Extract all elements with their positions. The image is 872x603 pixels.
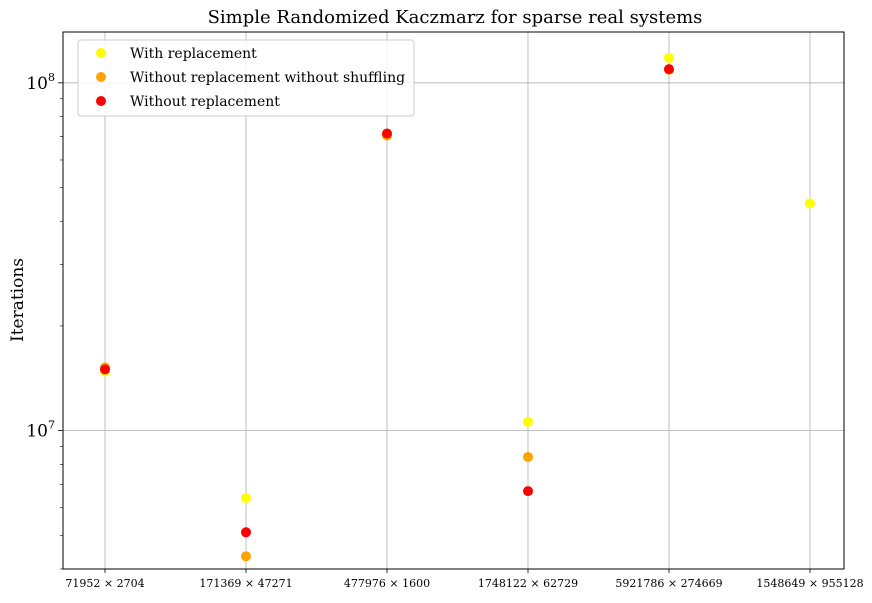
data-point-series-2 <box>523 486 533 497</box>
legend-box <box>77 39 415 117</box>
chart-title: Simple Randomized Kaczmarz for sparse re… <box>208 7 703 28</box>
x-tick-label: 71952 × 2704 <box>65 577 144 590</box>
data-point-series-2 <box>382 128 392 139</box>
legend-marker <box>96 72 106 82</box>
data-point-series-2 <box>664 64 674 75</box>
x-tick-label: 5921786 × 274669 <box>615 577 722 590</box>
x-tick-label: 1748122 × 62729 <box>478 577 578 590</box>
data-point-series-0 <box>241 493 251 504</box>
legend-label: Without replacement without shuffling <box>130 70 405 86</box>
y-tick-label: 107 <box>26 419 55 442</box>
data-point-series-2 <box>100 364 110 375</box>
x-tick-label: 477976 × 1600 <box>344 577 430 590</box>
data-points <box>100 52 815 562</box>
legend-label: With replacement <box>130 46 257 62</box>
x-tick-label: 171369 × 47271 <box>199 577 292 590</box>
data-point-series-0 <box>805 198 815 209</box>
legend: With replacement Without replacement with… <box>77 39 415 117</box>
data-point-series-1 <box>241 551 251 562</box>
x-tick-label: 1548649 × 955128 <box>756 577 863 590</box>
legend-label: Without replacement <box>130 94 280 110</box>
y-axis-label: Iterations <box>8 258 28 342</box>
data-point-series-1 <box>523 451 533 462</box>
legend-marker <box>96 48 106 58</box>
axis-ticks: 71952 × 2704 171369 × 47271 477976 × 1600 1… <box>26 71 863 590</box>
data-point-series-0 <box>664 52 674 63</box>
plot-frame <box>62 31 845 570</box>
data-point-series-2 <box>241 527 251 538</box>
data-point-series-0 <box>523 416 533 427</box>
legend-marker <box>96 96 106 106</box>
y-tick-label: 108 <box>26 71 55 94</box>
